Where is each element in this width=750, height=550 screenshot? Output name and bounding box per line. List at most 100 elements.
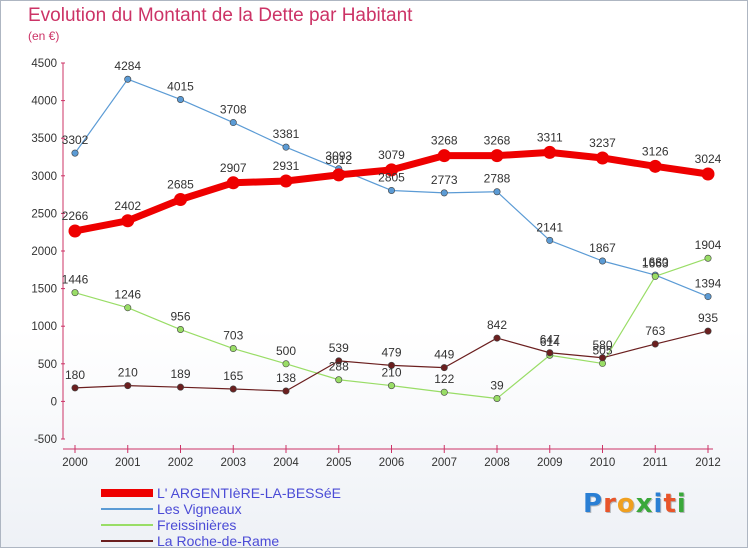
data-label: 138 xyxy=(276,371,296,385)
legend-swatch xyxy=(101,489,153,497)
data-label: 210 xyxy=(118,366,138,380)
data-label: 763 xyxy=(645,324,665,338)
data-label: 3302 xyxy=(62,133,89,147)
data-point xyxy=(124,75,132,83)
data-label: 189 xyxy=(170,367,190,381)
data-label: 180 xyxy=(65,368,85,382)
x-tick-label: 2001 xyxy=(115,457,141,469)
data-label: 703 xyxy=(223,329,243,343)
x-tick-label: 2006 xyxy=(379,457,405,469)
data-point xyxy=(493,188,501,196)
data-label: 647 xyxy=(540,333,560,347)
data-point xyxy=(704,327,712,335)
y-tick-label: 3000 xyxy=(31,171,57,183)
data-label: 3024 xyxy=(695,152,722,166)
y-tick-label: 500 xyxy=(38,359,57,371)
data-label: 2773 xyxy=(431,173,458,187)
data-point xyxy=(229,119,237,127)
data-point xyxy=(651,340,659,348)
data-label: 3126 xyxy=(642,144,669,158)
logo-letter: r xyxy=(603,489,617,519)
data-label: 3708 xyxy=(220,103,247,117)
data-label: 4015 xyxy=(167,79,194,93)
y-tick-label: 2500 xyxy=(31,208,57,220)
logo-letter: x xyxy=(635,489,654,519)
proxiti-logo: Proxiti xyxy=(583,489,687,519)
data-label: 2907 xyxy=(220,161,247,175)
data-point xyxy=(71,289,79,297)
data-point xyxy=(68,224,82,238)
x-tick-label: 2009 xyxy=(537,457,563,469)
data-point xyxy=(387,186,395,194)
y-tick-label: 4000 xyxy=(31,96,57,108)
data-label: 288 xyxy=(329,360,349,374)
data-label: 500 xyxy=(276,344,296,358)
data-point xyxy=(282,387,290,395)
y-tick-label: 1500 xyxy=(31,284,57,296)
data-label: 2805 xyxy=(378,170,405,184)
legend-label: L' ARGENTIèRE-LA-BESSéE xyxy=(157,485,341,501)
data-label: 165 xyxy=(223,369,243,383)
data-label: 4284 xyxy=(114,59,141,73)
x-tick-label: 2010 xyxy=(590,457,616,469)
legend-label: Les Vigneaux xyxy=(157,501,242,517)
data-point xyxy=(279,174,293,188)
data-point xyxy=(490,149,504,163)
data-label: 210 xyxy=(381,366,401,380)
data-label: 1663 xyxy=(642,256,669,270)
data-point xyxy=(385,163,398,177)
data-label: 3311 xyxy=(537,130,563,144)
data-point xyxy=(437,149,451,163)
data-label: 1867 xyxy=(589,241,616,255)
data-point xyxy=(387,382,395,390)
logo-letter: P xyxy=(583,489,604,519)
data-point xyxy=(440,388,448,396)
x-tick-label: 2005 xyxy=(326,457,352,469)
data-label: 2402 xyxy=(114,199,141,213)
data-point xyxy=(332,168,346,182)
y-tick-label: 4500 xyxy=(31,58,57,70)
data-label: 3268 xyxy=(484,134,511,148)
data-label: 2141 xyxy=(536,220,563,234)
x-tick-label: 2003 xyxy=(220,457,246,469)
legend-swatch xyxy=(101,508,153,510)
data-label: 842 xyxy=(487,318,507,332)
data-point xyxy=(704,293,712,301)
data-label: 3012 xyxy=(325,153,352,167)
data-label: 3237 xyxy=(589,136,616,150)
data-label: 580 xyxy=(592,338,612,352)
data-point xyxy=(546,236,554,244)
data-label: 449 xyxy=(434,348,454,362)
data-point xyxy=(387,361,395,369)
data-label: 1394 xyxy=(695,277,722,291)
x-tick-label: 2000 xyxy=(62,457,88,469)
data-label: 956 xyxy=(170,310,190,324)
data-point xyxy=(651,272,659,280)
data-point xyxy=(174,192,187,206)
data-label: 3268 xyxy=(431,134,458,148)
x-tick-label: 2011 xyxy=(643,457,668,469)
data-point xyxy=(71,384,79,392)
x-tick-label: 2002 xyxy=(168,457,194,469)
x-tick-label: 2007 xyxy=(431,457,457,469)
data-point xyxy=(546,349,554,357)
x-tick-label: 2008 xyxy=(484,457,510,469)
data-point xyxy=(177,383,185,391)
data-point xyxy=(543,145,557,159)
data-label: 1246 xyxy=(114,288,141,302)
data-point xyxy=(226,176,240,190)
legend-label: Freissinières xyxy=(157,517,237,533)
data-point xyxy=(177,95,185,103)
chart-title: Evolution du Montant de la Dette par Hab… xyxy=(28,5,413,26)
chart-subtitle: (en €) xyxy=(28,29,60,43)
legend-label: La Roche-de-Rame xyxy=(157,533,280,549)
data-point xyxy=(648,159,662,173)
y-tick-label: -500 xyxy=(34,434,57,446)
y-tick-label: 1000 xyxy=(31,321,57,333)
data-label: 39 xyxy=(490,378,504,392)
data-label: 3093 xyxy=(325,149,352,163)
data-label: 3079 xyxy=(378,148,405,162)
series-line xyxy=(74,330,709,392)
data-label: 2685 xyxy=(167,177,194,191)
